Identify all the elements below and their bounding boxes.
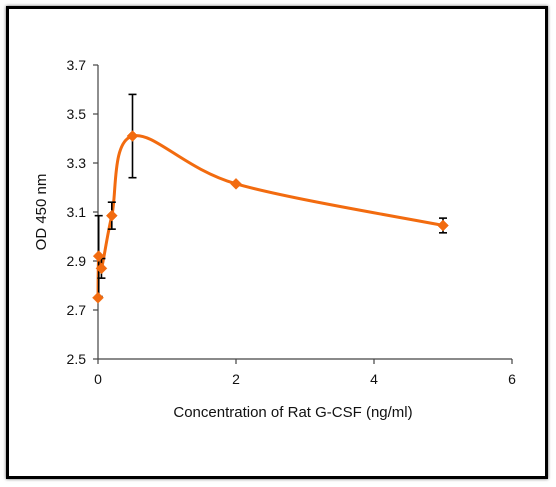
x-tick-label: 2: [232, 371, 240, 387]
y-tick-label: 2.5: [67, 351, 87, 367]
y-tick-label: 2.9: [67, 253, 87, 269]
y-tick-label: 3.5: [67, 106, 87, 122]
series-line: [96, 134, 444, 298]
axes: [97, 65, 512, 360]
y-tick-label: 3.3: [67, 155, 87, 171]
data-point-marker: [230, 177, 242, 190]
x-tick-label: 6: [508, 371, 516, 387]
data-point-marker: [437, 219, 449, 232]
x-tick-label: 0: [94, 371, 102, 387]
chart-frame: 2.5 2.7 2.9 3.1 3.3 3.5 3.7 0 2 4 6 OD 450 nm Con…: [6, 6, 548, 479]
y-tick-label: 3.1: [67, 204, 87, 220]
data-point-marker: [126, 130, 139, 142]
y-axis-label: OD 450 nm: [33, 174, 50, 251]
data-point-marker: [92, 291, 104, 304]
plot-area: [92, 93, 449, 304]
data-point-marker: [105, 209, 118, 222]
data-point-marker: [95, 262, 108, 275]
y-ticks: 2.5 2.7 2.9 3.1 3.3 3.5 3.7: [67, 57, 98, 367]
x-axis-label: Concentration of Rat G-CSF (ng/ml): [173, 404, 412, 421]
data-point-marker: [92, 250, 105, 262]
chart: 2.5 2.7 2.9 3.1 3.3 3.5 3.7 0 2 4 6 OD 450 nm Con…: [33, 57, 516, 421]
x-tick-label: 4: [370, 371, 378, 387]
y-tick-label: 3.7: [67, 57, 87, 73]
y-tick-label: 2.7: [67, 302, 87, 318]
x-ticks: 0 2 4 6: [94, 359, 516, 387]
